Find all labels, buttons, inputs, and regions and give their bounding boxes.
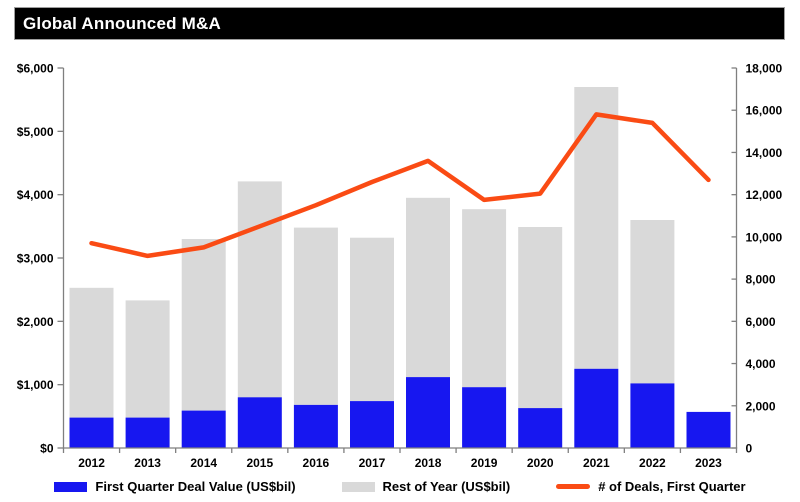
- x-axis-label-2017: 2017: [359, 456, 386, 470]
- legend-item-rest-of-year: Rest of Year (US$bil): [341, 479, 511, 494]
- deals-first-quarter-line: [89, 112, 711, 259]
- bar-first-quarter-2019: [462, 387, 507, 448]
- right-axis-label: 4,000: [746, 357, 776, 371]
- x-axis-label-2014: 2014: [190, 456, 217, 470]
- bars-layer: [69, 87, 731, 448]
- x-axis-label-2016: 2016: [303, 456, 330, 470]
- x-axis-label-2012: 2012: [78, 456, 105, 470]
- left-axis-label: $0: [40, 442, 54, 456]
- combo-chart: $0 $1,000 $2,000 $3,000 $4,000 $5,000 $6,000 0 2…: [17, 62, 783, 471]
- right-axis-label: 10,000: [746, 230, 783, 244]
- legend-item-deals-line: # of Deals, First Quarter: [556, 479, 746, 494]
- x-axis-label-2020: 2020: [527, 456, 554, 470]
- bar-first-quarter-2015: [237, 397, 282, 448]
- x-axis-label-2019: 2019: [471, 456, 498, 470]
- bar-first-quarter-2021: [574, 368, 619, 448]
- bar-rest-of-year-2012: [69, 287, 114, 418]
- right-axis-label: 14,000: [746, 146, 783, 160]
- axis-labels: $0 $1,000 $2,000 $3,000 $4,000 $5,000 $6,000 0 2…: [17, 62, 783, 471]
- bar-rest-of-year-2021: [574, 87, 619, 369]
- left-axis-label: $2,000: [17, 315, 54, 329]
- left-axis-label: $3,000: [17, 252, 54, 266]
- legend-label-deals-line: # of Deals, First Quarter: [598, 479, 746, 494]
- bar-rest-of-year-2015: [237, 181, 282, 398]
- right-axis-label: 16,000: [746, 104, 783, 118]
- bar-rest-of-year-2014: [181, 239, 226, 411]
- right-axis-label: 12,000: [746, 188, 783, 202]
- left-axis-label: $1,000: [17, 378, 54, 392]
- bar-first-quarter-2022: [630, 383, 675, 448]
- bar-first-quarter-2020: [518, 408, 563, 448]
- axes: [57, 67, 738, 453]
- x-axis-label-2018: 2018: [415, 456, 442, 470]
- x-axis-label-2015: 2015: [246, 456, 273, 470]
- x-axis-label-2022: 2022: [639, 456, 666, 470]
- bar-rest-of-year-2020: [518, 227, 563, 409]
- bar-first-quarter-2014: [181, 410, 226, 448]
- bar-first-quarter-2016: [293, 404, 338, 448]
- bar-rest-of-year-2019: [462, 209, 507, 388]
- legend-swatch-first-quarter-bar: [54, 481, 88, 492]
- right-axis-label: 8,000: [746, 273, 776, 287]
- bar-rest-of-year-2013: [125, 300, 170, 418]
- x-axis-label-2013: 2013: [134, 456, 161, 470]
- left-axis-label: $5,000: [17, 125, 54, 139]
- x-axis-label-2021: 2021: [583, 456, 610, 470]
- bar-first-quarter-2018: [406, 377, 450, 448]
- bar-rest-of-year-2016: [293, 227, 338, 405]
- right-axis-label: 2,000: [746, 399, 776, 413]
- legend-swatch-deals-line: [556, 484, 591, 489]
- legend-label-rest-of-year: Rest of Year (US$bil): [382, 479, 511, 494]
- chart-title: Global Announced M&A: [23, 13, 221, 33]
- chart-legend: First Quarter Deal Value (US$bil) Rest o…: [0, 479, 800, 494]
- bar-first-quarter-2023: [686, 411, 731, 448]
- left-axis-label: $6,000: [17, 62, 54, 76]
- legend-label-first-quarter: First Quarter Deal Value (US$bil): [95, 479, 296, 494]
- right-axis-label: 0: [746, 442, 753, 456]
- right-axis-label: 18,000: [746, 62, 783, 76]
- legend-swatch-rest-of-year-bar: [341, 481, 375, 492]
- bar-first-quarter-2013: [125, 417, 170, 448]
- x-axis-label-2023: 2023: [695, 456, 722, 470]
- bar-first-quarter-2017: [350, 401, 394, 448]
- bar-rest-of-year-2017: [350, 237, 394, 402]
- right-axis-label: 6,000: [746, 315, 776, 329]
- left-axis-label: $4,000: [17, 188, 54, 202]
- bar-first-quarter-2012: [69, 417, 114, 448]
- bar-rest-of-year-2022: [630, 220, 675, 384]
- bar-rest-of-year-2018: [406, 197, 450, 377]
- chart-title-bar: Global Announced M&A: [14, 7, 785, 40]
- legend-item-first-quarter: First Quarter Deal Value (US$bil): [54, 479, 296, 494]
